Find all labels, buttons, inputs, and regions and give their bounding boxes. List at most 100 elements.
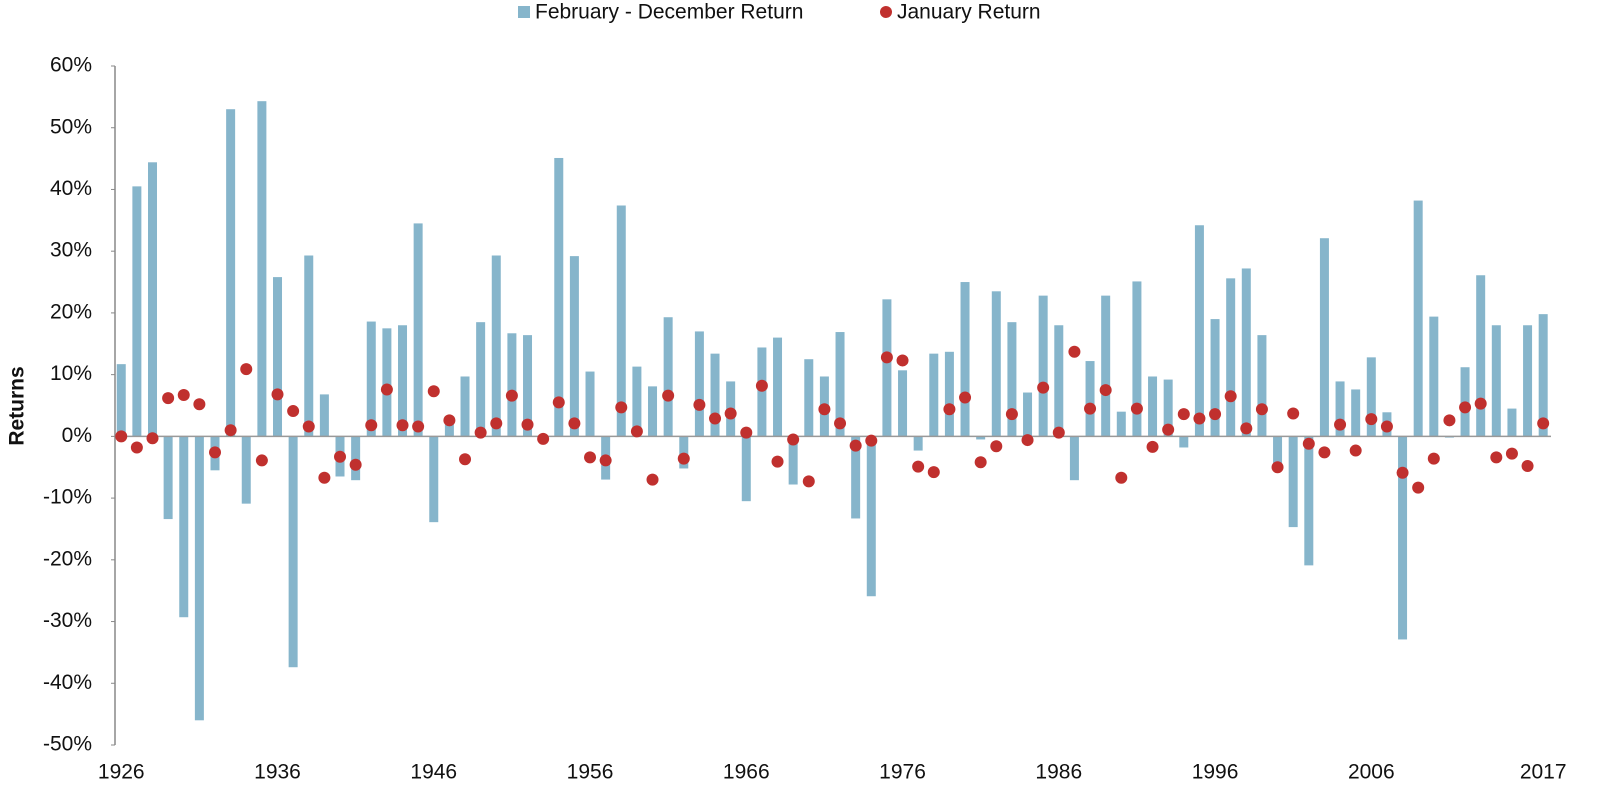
bar <box>1335 381 1345 437</box>
bar <box>1491 325 1501 437</box>
y-tick-label: -10% <box>43 486 92 509</box>
dot <box>724 407 737 420</box>
dot <box>1130 402 1143 415</box>
bar <box>413 223 423 437</box>
y-axis-label: Returns <box>6 366 29 445</box>
bar <box>1194 225 1204 437</box>
dot <box>1224 390 1237 403</box>
dot <box>1209 408 1222 421</box>
bar <box>1132 281 1142 437</box>
bar <box>1429 316 1439 437</box>
bar <box>1038 295 1048 437</box>
dot <box>209 446 222 459</box>
x-tick-label: 1946 <box>410 761 457 784</box>
bar <box>226 109 236 437</box>
bar <box>944 351 954 437</box>
bar <box>148 162 158 437</box>
bar <box>241 436 251 504</box>
dot <box>865 434 878 447</box>
dot <box>1490 451 1503 464</box>
y-tick-label: -40% <box>43 671 92 694</box>
bar <box>429 436 439 523</box>
bar <box>257 101 267 437</box>
dot <box>1427 452 1440 465</box>
bar <box>554 157 564 437</box>
dot <box>1162 423 1175 436</box>
dot <box>255 454 268 467</box>
dot <box>990 440 1003 453</box>
dot <box>693 398 706 411</box>
dot <box>1334 418 1347 431</box>
bar <box>898 370 908 437</box>
bar <box>1226 278 1236 437</box>
dot <box>880 351 893 364</box>
dot <box>584 451 597 464</box>
dot <box>755 379 768 392</box>
dot <box>193 398 206 411</box>
bar <box>1523 325 1533 437</box>
dot <box>630 425 643 438</box>
dot <box>1349 444 1362 457</box>
bar <box>132 186 142 437</box>
bar <box>1101 295 1111 437</box>
bar <box>1257 335 1267 437</box>
bar <box>1538 314 1548 437</box>
y-tick-label: 40% <box>50 177 92 200</box>
bar <box>882 299 892 437</box>
bar <box>351 436 361 481</box>
bar <box>710 353 720 437</box>
dot <box>1037 381 1050 394</box>
dot <box>318 471 331 484</box>
legend-swatch <box>518 6 530 18</box>
dot <box>271 388 284 401</box>
dot <box>474 426 487 439</box>
dot <box>162 392 175 405</box>
dot <box>740 426 753 439</box>
bar <box>507 333 517 437</box>
bar <box>1163 379 1173 437</box>
y-tick-label: 0% <box>62 424 92 447</box>
bar <box>757 347 767 437</box>
y-tick-label: -50% <box>43 733 92 756</box>
x-tick-label: 1996 <box>1192 761 1239 784</box>
dot <box>427 385 440 398</box>
dot <box>1005 408 1018 421</box>
bar <box>741 436 751 502</box>
dot <box>787 433 800 446</box>
bar <box>288 436 298 668</box>
bar <box>788 436 798 485</box>
dot <box>240 363 253 376</box>
legend-label: February - December Return <box>535 1 803 24</box>
dot <box>365 419 378 432</box>
dot <box>302 420 315 433</box>
legend-label: January Return <box>897 1 1041 24</box>
dot <box>224 424 237 437</box>
bar <box>929 353 939 437</box>
x-tick-label: 2017 <box>1520 761 1567 784</box>
dot <box>287 405 300 418</box>
bar <box>663 317 673 437</box>
y-tick-label: -30% <box>43 609 92 632</box>
bar <box>1085 361 1095 437</box>
dot <box>912 460 925 473</box>
dot <box>771 455 784 468</box>
dot <box>959 391 972 404</box>
bar <box>991 291 1001 437</box>
bar <box>1007 322 1017 437</box>
dot <box>505 389 518 402</box>
dot <box>412 420 425 433</box>
dot <box>662 389 675 402</box>
x-tick-label: 1976 <box>879 761 926 784</box>
dot <box>599 454 612 467</box>
y-tick-label: 30% <box>50 239 92 262</box>
dot <box>1193 412 1206 425</box>
bar <box>1273 436 1283 465</box>
x-tick-label: 1956 <box>567 761 614 784</box>
dot <box>177 389 190 402</box>
bar <box>773 337 783 437</box>
dot <box>896 354 909 367</box>
dot <box>802 475 815 488</box>
bar <box>1179 436 1189 448</box>
dot <box>537 432 550 445</box>
